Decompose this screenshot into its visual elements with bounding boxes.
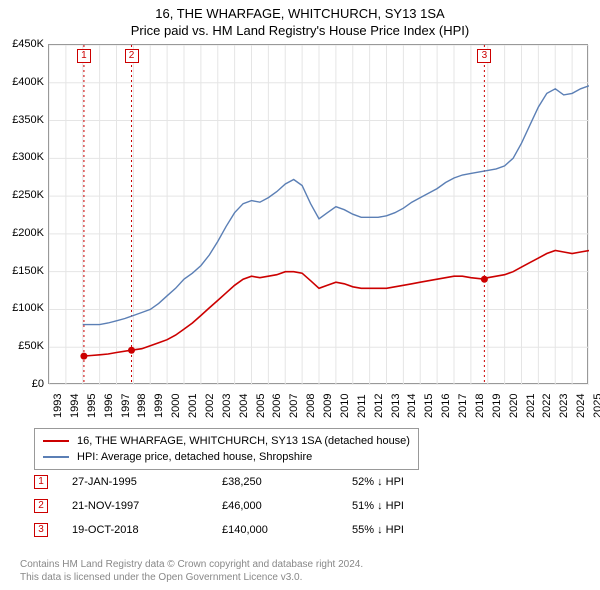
x-tick-label: 2009 (322, 394, 334, 418)
footer-line: This data is licensed under the Open Gov… (20, 571, 363, 584)
y-tick-label: £250K (12, 189, 44, 201)
x-tick-label: 2010 (339, 394, 351, 418)
chart-marker-label: 1 (77, 49, 91, 63)
x-tick-label: 2006 (271, 394, 283, 418)
x-tick-label: 2011 (356, 394, 368, 418)
chart-marker-label: 3 (477, 49, 491, 63)
y-tick-label: £0 (32, 378, 44, 390)
x-tick-label: 2013 (390, 394, 402, 418)
y-tick-label: £300K (12, 151, 44, 163)
x-tick-label: 2000 (170, 394, 182, 418)
x-tick-label: 2020 (508, 394, 520, 418)
legend-label: HPI: Average price, detached house, Shro… (77, 451, 312, 463)
tx-marker: 2 (34, 499, 48, 513)
tx-pct: 52% ↓ HPI (352, 476, 472, 488)
x-tick-label: 2008 (305, 394, 317, 418)
y-tick-label: £400K (12, 76, 44, 88)
footer-line: Contains HM Land Registry data © Crown c… (20, 558, 363, 571)
tx-date: 27-JAN-1995 (72, 476, 222, 488)
tx-marker: 1 (34, 475, 48, 489)
x-tick-label: 1997 (120, 394, 132, 418)
y-tick-label: £50K (18, 340, 44, 352)
legend-swatch (43, 440, 69, 442)
y-tick-label: £200K (12, 227, 44, 239)
x-tick-label: 2017 (457, 394, 469, 418)
chart-area: £0 £50K £100K £150K £200K £250K £300K £350K £400… (0, 44, 600, 420)
x-tick-label: 1996 (103, 394, 115, 418)
tx-price: £38,250 (222, 476, 352, 488)
legend-item: 16, THE WHARFAGE, WHITCHURCH, SY13 1SA (… (43, 433, 410, 449)
y-tick-label: £100K (12, 302, 44, 314)
x-tick-label: 2015 (423, 394, 435, 418)
y-tick-label: £150K (12, 265, 44, 277)
x-tick-label: 1994 (69, 394, 81, 418)
footer-attribution: Contains HM Land Registry data © Crown c… (20, 558, 363, 584)
tx-date: 21-NOV-1997 (72, 500, 222, 512)
transaction-table: 1 27-JAN-1995 £38,250 52% ↓ HPI 2 21-NOV… (34, 470, 472, 542)
table-row: 1 27-JAN-1995 £38,250 52% ↓ HPI (34, 470, 472, 494)
y-tick-label: £450K (12, 38, 44, 50)
y-tick-label: £350K (12, 114, 44, 126)
chart-title-block: 16, THE WHARFAGE, WHITCHURCH, SY13 1SA P… (0, 0, 600, 38)
x-tick-label: 2002 (204, 394, 216, 418)
x-tick-label: 2025 (592, 394, 600, 418)
legend-swatch (43, 456, 69, 458)
x-tick-label: 1995 (86, 394, 98, 418)
x-tick-label: 2004 (238, 394, 250, 418)
x-tick-label: 2021 (525, 394, 537, 418)
x-tick-label: 2007 (288, 394, 300, 418)
x-tick-label: 1993 (52, 394, 64, 418)
table-row: 3 19-OCT-2018 £140,000 55% ↓ HPI (34, 518, 472, 542)
tx-pct: 55% ↓ HPI (352, 524, 472, 536)
legend-label: 16, THE WHARFAGE, WHITCHURCH, SY13 1SA (… (77, 435, 410, 447)
x-tick-label: 2018 (474, 394, 486, 418)
legend-item: HPI: Average price, detached house, Shro… (43, 449, 410, 465)
tx-date: 19-OCT-2018 (72, 524, 222, 536)
x-tick-label: 2003 (221, 394, 233, 418)
x-tick-label: 2016 (440, 394, 452, 418)
x-tick-label: 1998 (136, 394, 148, 418)
tx-price: £46,000 (222, 500, 352, 512)
y-axis-labels: £0£50K£100K£150K£200K£250K£300K£350K£400… (0, 44, 48, 384)
x-tick-label: 2014 (406, 394, 418, 418)
x-axis-labels: 1993 1994 1995 1996 1997 1998 1999 2000 2001 2002… (48, 388, 588, 424)
x-tick-label: 2001 (187, 394, 199, 418)
x-tick-label: 2022 (541, 394, 553, 418)
legend: 16, THE WHARFAGE, WHITCHURCH, SY13 1SA (… (34, 428, 419, 470)
x-tick-label: 2012 (373, 394, 385, 418)
plot-area: 1 2 3 (48, 44, 588, 384)
chart-subtitle: Price paid vs. HM Land Registry's House … (0, 23, 600, 38)
x-tick-label: 2024 (575, 394, 587, 418)
x-tick-label: 2019 (491, 394, 503, 418)
tx-marker: 3 (34, 523, 48, 537)
chart-title: 16, THE WHARFAGE, WHITCHURCH, SY13 1SA (0, 6, 600, 21)
x-tick-label: 2005 (255, 394, 267, 418)
x-tick-label: 2023 (558, 394, 570, 418)
tx-pct: 51% ↓ HPI (352, 500, 472, 512)
x-tick-label: 1999 (153, 394, 165, 418)
table-row: 2 21-NOV-1997 £46,000 51% ↓ HPI (34, 494, 472, 518)
tx-price: £140,000 (222, 524, 352, 536)
chart-marker-label: 2 (125, 49, 139, 63)
